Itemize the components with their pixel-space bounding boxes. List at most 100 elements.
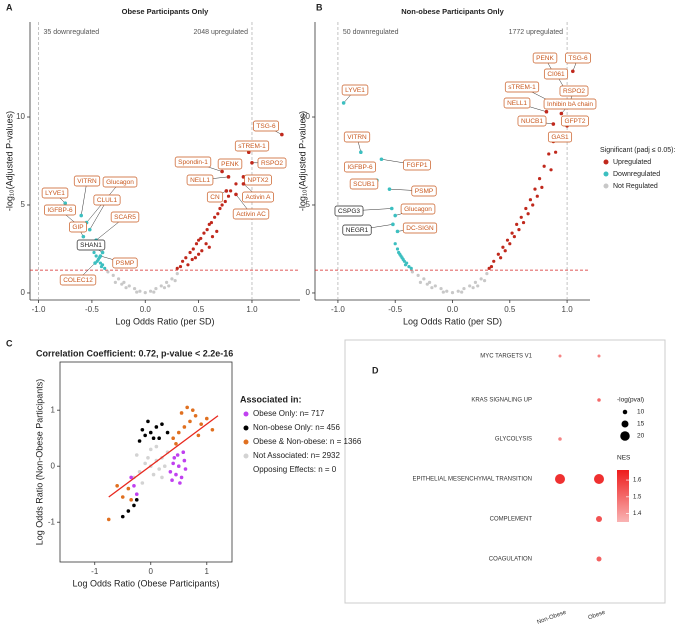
gene-label: Glucagon	[400, 203, 436, 215]
data-point	[188, 419, 192, 424]
data-point	[216, 212, 220, 216]
data-point	[202, 231, 206, 235]
size-legend-label: 10	[637, 409, 645, 416]
data-point	[116, 277, 121, 281]
data-point	[174, 472, 178, 477]
data-point	[487, 266, 491, 270]
data-point	[127, 284, 131, 288]
gene-label-text: NEGR1	[346, 227, 369, 234]
gene-label: IGFBP-6	[44, 204, 76, 216]
size-legend-dot	[622, 409, 628, 415]
data-point	[181, 259, 185, 263]
data-point	[439, 286, 443, 291]
labeled-point	[551, 122, 556, 126]
labeled-point	[79, 213, 84, 218]
gene-label: Spondin-1	[174, 156, 212, 168]
gene-label: CLUL1	[93, 194, 121, 206]
row-label: COAGULATION	[489, 557, 532, 563]
y-tick-label: 5	[21, 200, 26, 209]
y-tick-label: -1	[48, 517, 56, 526]
legend-item: Upregulated	[603, 159, 651, 166]
gene-label-text: GFPT2	[565, 118, 586, 125]
gene-label-text: PENK	[536, 55, 554, 62]
data-point	[218, 206, 222, 211]
data-point	[190, 408, 195, 412]
legend-item: Opposing Effects: n = 0	[253, 465, 337, 474]
data-point	[162, 464, 167, 469]
data-point	[170, 478, 174, 483]
gene-label: VITRN	[73, 175, 101, 187]
gene-label: IGFBP-6	[344, 161, 376, 173]
gene-label-text: GIP	[72, 224, 83, 231]
gene-label-text: TSG-6	[568, 55, 588, 62]
gene-label-box	[41, 187, 69, 199]
data-point	[485, 272, 489, 276]
column-label: Obese	[588, 610, 607, 622]
data-point	[489, 264, 494, 269]
data-point	[170, 277, 174, 281]
data-point	[178, 481, 182, 485]
data-point	[132, 503, 136, 508]
data-point	[106, 517, 111, 522]
gene-label-text: Glucagon	[106, 179, 134, 186]
legend-label: Not Associated: n= 2932	[253, 451, 341, 460]
data-point	[199, 422, 203, 426]
legend-label: Obese Only: n= 717	[253, 409, 325, 418]
gene-label-text: VITRN	[347, 134, 367, 141]
y-tick-label: 10	[16, 112, 25, 121]
gene-label-box	[112, 257, 138, 269]
data-point	[460, 290, 464, 294]
data-point	[503, 249, 507, 253]
data-point	[165, 430, 170, 435]
labeled-point	[87, 227, 92, 232]
panel-title: Obese Participants Only	[122, 7, 210, 16]
data-point	[148, 430, 153, 435]
data-point	[521, 220, 526, 225]
gene-label-text: Activin AC	[236, 211, 266, 218]
gene-label-text: RSPO2	[563, 88, 585, 95]
data-point	[510, 231, 514, 235]
gene-label-box	[559, 85, 589, 97]
data-point	[160, 475, 164, 480]
labeled-point	[234, 192, 238, 197]
data-point	[154, 444, 159, 449]
data-point	[134, 498, 139, 502]
labeled-point	[387, 187, 392, 191]
data-point	[403, 263, 408, 267]
data-point	[476, 284, 480, 288]
gene-label-box	[342, 224, 372, 236]
x-tick-label: -0.5	[85, 305, 99, 314]
labeled-point	[250, 160, 254, 165]
data-point	[140, 427, 145, 432]
data-point	[134, 453, 139, 457]
gene-label-box	[547, 131, 573, 143]
labeled-point	[389, 206, 394, 211]
data-point	[207, 245, 211, 249]
data-point	[519, 215, 523, 219]
data-point	[210, 235, 215, 239]
gene-label: RSPO2	[257, 157, 287, 169]
data-point	[191, 247, 195, 251]
data-point	[135, 290, 139, 294]
x-tick-label: 1.0	[246, 305, 258, 314]
data-point	[196, 433, 201, 438]
data-point	[152, 290, 156, 294]
count-annotation: 35 downregulated	[44, 29, 100, 36]
enrichment-dot	[596, 516, 602, 522]
gene-label-text: CN	[210, 194, 220, 201]
data-point	[220, 203, 224, 207]
data-point	[554, 150, 558, 154]
gene-label: CN	[206, 191, 224, 203]
data-point	[537, 176, 542, 181]
data-point	[482, 279, 487, 283]
data-point	[172, 455, 177, 460]
data-point	[393, 242, 397, 246]
gene-label-box	[565, 52, 591, 64]
gene-label-box	[561, 115, 589, 127]
data-point	[126, 486, 131, 491]
gene-label-text: sTREM-1	[238, 143, 266, 150]
labeled-point	[393, 213, 398, 218]
data-point	[175, 266, 179, 270]
gene-label-box	[543, 68, 569, 80]
